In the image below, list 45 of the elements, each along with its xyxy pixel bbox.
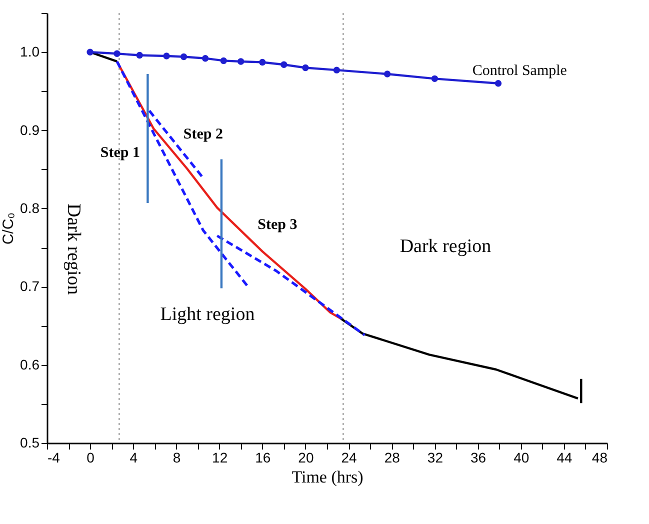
x-tick-label: 16: [255, 450, 271, 466]
x-tick-label: 20: [298, 450, 314, 466]
point: [163, 52, 170, 60]
point: [333, 66, 340, 74]
y-axis-title: C/C₀: [0, 212, 18, 245]
point: [136, 52, 143, 59]
y-tick-label: 0.5: [20, 434, 40, 450]
y-tick-label: 0.7: [20, 278, 40, 294]
point: [114, 50, 120, 57]
x-tick-label: -4: [48, 450, 60, 466]
x-tick-label: 12: [212, 450, 228, 466]
annotation: Step 3: [258, 217, 298, 234]
x-tick-label: 24: [341, 450, 358, 466]
line-series: [340, 318, 580, 400]
x-tick-label: 4: [130, 450, 138, 466]
point: [384, 70, 391, 78]
x-tick-label: 40: [514, 450, 530, 466]
x-tick-label: 28: [384, 450, 400, 466]
x-tick-label: 36: [470, 450, 486, 466]
annotation: Dark region: [400, 236, 492, 257]
x-tick-label: 48: [592, 450, 608, 466]
point: [237, 58, 244, 65]
y-tick-label: 0.6: [20, 356, 40, 372]
x-axis-title: Time (hrs): [292, 468, 364, 486]
point: [431, 75, 438, 82]
point: [494, 80, 502, 87]
annotation: Step 2: [183, 126, 223, 142]
point: [180, 53, 188, 60]
annotation: Control Sample: [472, 63, 568, 80]
point: [302, 64, 309, 72]
x-tick-label: 0: [86, 450, 95, 466]
point: [202, 55, 209, 62]
y-tick-label: 0.9: [20, 122, 40, 138]
annotation: Light region: [160, 304, 256, 325]
point: [259, 58, 266, 66]
annotation: Step 1: [100, 145, 140, 162]
point: [280, 61, 288, 68]
y-tick-label: 1.0: [20, 44, 40, 60]
x-tick-label: 44: [556, 450, 572, 466]
point: [86, 48, 94, 56]
annotation: Dark region: [62, 203, 84, 296]
point: [220, 57, 227, 64]
x-tick-label: 8: [172, 450, 181, 466]
y-tick-label: 0.8: [20, 200, 40, 216]
x-tick-label: 32: [427, 450, 444, 466]
